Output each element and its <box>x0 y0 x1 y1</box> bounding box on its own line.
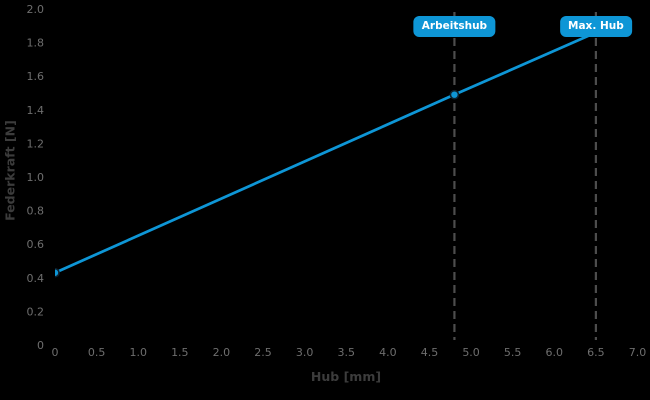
x-axis-title: Hub [mm] <box>310 369 382 384</box>
x-tick-label: 7.0 <box>629 346 647 359</box>
x-tick-label: 3.5 <box>338 346 356 359</box>
x-tick-label: 0 <box>52 346 59 359</box>
x-tick-label: 3.0 <box>296 346 314 359</box>
annotation-badge-max-hub: Max. Hub <box>560 16 632 37</box>
x-tick-label: 1.5 <box>171 346 189 359</box>
y-tick-label: 2.0 <box>27 3 45 16</box>
y-tick-label: 1.6 <box>27 70 45 83</box>
y-tick-label: 0.2 <box>27 305 45 318</box>
y-tick-label: 1.4 <box>27 104 45 117</box>
y-tick-label: 0 <box>37 339 44 352</box>
data-point-marker <box>55 267 60 278</box>
annotation-badge-arbeitshub: Arbeitshub <box>413 16 496 37</box>
x-tick-label: 2.0 <box>213 346 231 359</box>
x-tick-label: 5.5 <box>504 346 522 359</box>
y-tick-label: 1.0 <box>27 171 45 184</box>
x-tick-label: 6.0 <box>546 346 564 359</box>
y-tick-label: 1.8 <box>27 37 45 50</box>
x-tick-label: 6.5 <box>587 346 605 359</box>
x-tick-label: 1.0 <box>129 346 147 359</box>
y-tick-label: 1.2 <box>27 137 45 150</box>
data-point-marker <box>449 89 460 100</box>
x-tick-label: 2.5 <box>254 346 272 359</box>
spring-force-line <box>55 31 597 275</box>
y-tick-label: 0.6 <box>27 238 45 251</box>
x-tick-label: 4.0 <box>379 346 397 359</box>
y-tick-label: 0.8 <box>27 205 45 218</box>
y-tick-label: 0.4 <box>27 272 45 285</box>
x-tick-label: 4.5 <box>421 346 439 359</box>
x-tick-label: 5.0 <box>462 346 480 359</box>
x-tick-label: 0.5 <box>88 346 106 359</box>
y-axis-title: Federkraft [N] <box>2 120 18 221</box>
